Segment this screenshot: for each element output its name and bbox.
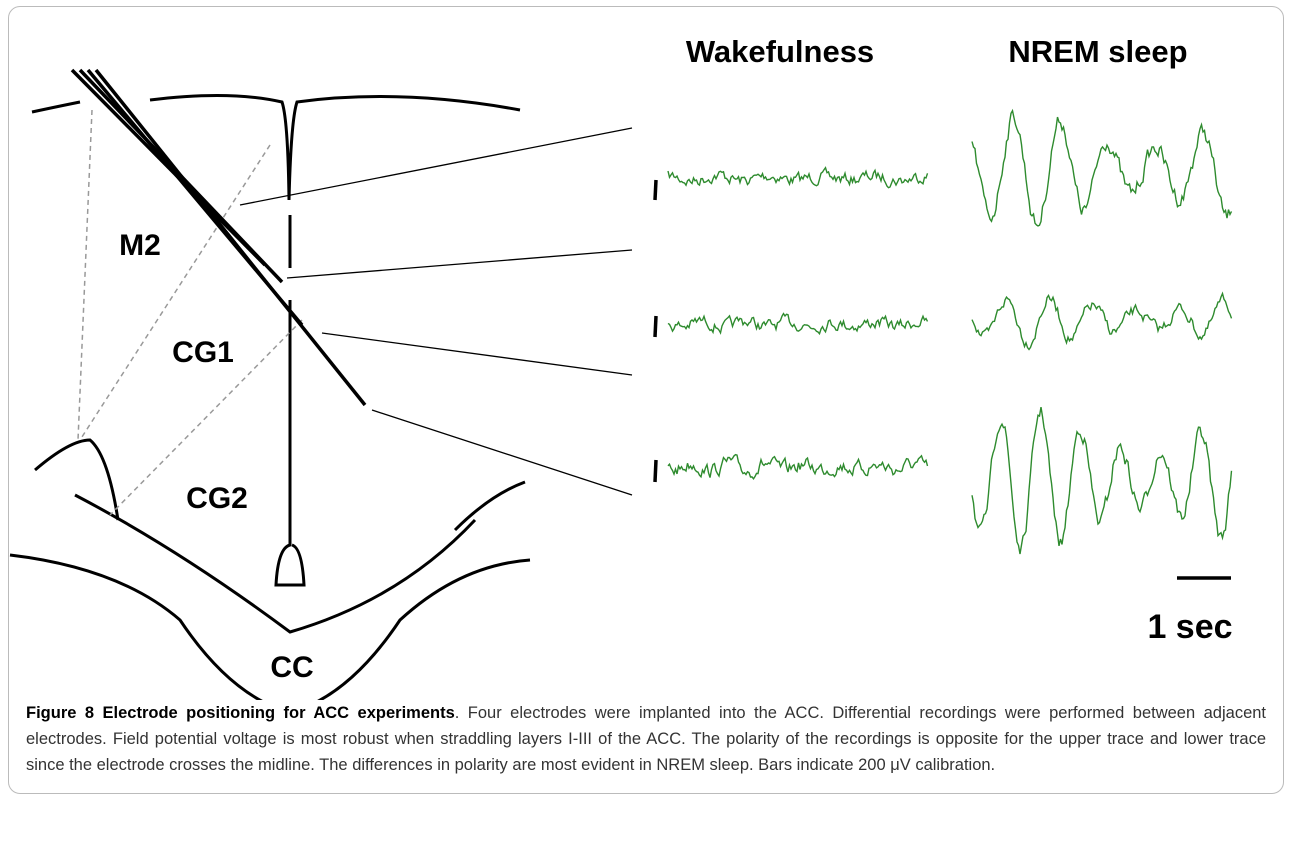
region-label: M2	[119, 229, 161, 262]
region-label: CG1	[172, 336, 234, 369]
eeg-trace	[668, 168, 928, 188]
heading: Wakefulness	[686, 34, 874, 69]
eeg-trace	[668, 314, 928, 334]
brain-outline	[10, 95, 530, 700]
eeg-trace	[972, 407, 1232, 554]
scale-label: 1 sec	[1147, 608, 1232, 646]
page: Wakefulness NREM sleep M2 CG1 CG2 CC 1 s…	[0, 0, 1292, 856]
caption-label: Figure 8 Electrode positioning for ACC e…	[26, 704, 455, 722]
caption: Figure 8 Electrode positioning for ACC e…	[26, 700, 1266, 778]
traces	[668, 111, 1232, 554]
heading: NREM sleep	[1008, 34, 1187, 69]
eeg-trace	[972, 294, 1232, 350]
region-label: CG2	[186, 482, 248, 515]
figure: Wakefulness NREM sleep M2 CG1 CG2 CC 1 s…	[0, 0, 1292, 700]
eeg-trace	[972, 111, 1232, 226]
calibration-bars	[655, 180, 1231, 578]
connector-lines	[240, 128, 632, 495]
region-label: CC	[270, 651, 313, 684]
eeg-trace	[668, 455, 928, 479]
region-boundaries	[78, 110, 302, 515]
